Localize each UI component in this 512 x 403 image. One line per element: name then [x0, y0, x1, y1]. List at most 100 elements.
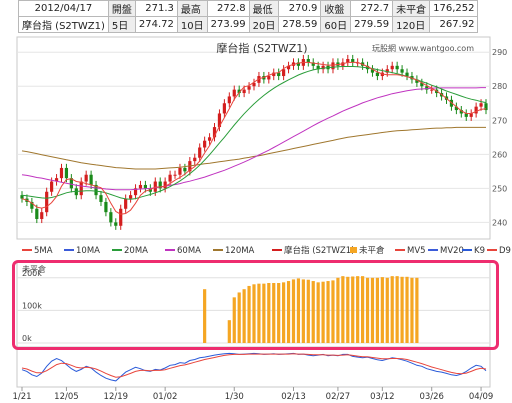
candle-body — [64, 167, 69, 179]
candle-body — [138, 184, 143, 189]
candle-body — [59, 167, 64, 179]
candle-body — [79, 181, 83, 196]
candle-body — [237, 89, 241, 94]
oi-bar — [301, 279, 305, 343]
oi-bar — [257, 283, 261, 343]
candle-body — [54, 178, 59, 182]
candle-body — [232, 89, 236, 97]
oi-bar — [341, 276, 345, 343]
oi-bar — [272, 283, 276, 343]
candle-body — [286, 65, 291, 70]
candle-body — [158, 181, 162, 189]
candle-body — [242, 89, 246, 94]
candle-body — [395, 65, 399, 70]
oi-bar — [410, 277, 414, 343]
price-tick-label: 280 — [492, 82, 507, 91]
oi-bar — [360, 276, 365, 343]
oi-bar — [242, 289, 246, 343]
date-axis: 1/21 12/05 12/19 01/02 1/30 02/13 02/27 03/12 03… — [12, 387, 493, 402]
ma10-value: 273.99 — [206, 16, 250, 33]
candle-body — [415, 79, 419, 83]
low-label: 最低 — [248, 0, 280, 17]
candle-body — [69, 178, 73, 189]
open-interest-value: 176,252 — [429, 0, 479, 17]
date-tick-label: 12/05 — [54, 392, 79, 402]
candle-body — [227, 96, 231, 104]
candle-body — [469, 113, 473, 117]
oi-bar — [385, 277, 389, 343]
date-tick-label: 04/09 — [469, 392, 494, 402]
candle-body — [217, 113, 222, 128]
oi-tick-label: 100k — [22, 301, 42, 310]
candle-body — [114, 222, 118, 226]
ma120-label: 120日 — [392, 16, 431, 33]
candle-body — [128, 195, 133, 199]
oi-bar — [336, 277, 340, 343]
candle-body — [222, 103, 226, 114]
date-tick-label: 03/12 — [370, 392, 395, 402]
legend-label: 60MA — [177, 246, 201, 256]
date-tick-label: 1/21 — [12, 392, 31, 402]
kd-panel-frame — [16, 348, 491, 388]
open-interest-panel: 未平倉 0k 100k 200k — [17, 264, 490, 344]
oi-bar — [282, 282, 286, 343]
candle-body — [198, 147, 202, 158]
oi-bar — [296, 278, 301, 343]
quote-row-2: 摩台指 (S2TWZ1) 5日 274.72 10日 273.99 20日 27… — [18, 16, 479, 33]
d9-line — [21, 353, 487, 378]
legend-swatch — [350, 247, 357, 253]
price-tick-label: 270 — [492, 116, 507, 125]
oi-bar — [415, 277, 419, 343]
price-tick-label: 240 — [492, 218, 507, 227]
oi-bar — [356, 276, 360, 343]
candle-body — [282, 69, 286, 77]
candle-body — [321, 65, 325, 70]
candle-body — [331, 62, 335, 70]
date-tick-label: 1/30 — [225, 392, 244, 402]
oi-bar — [227, 320, 231, 343]
candle-body — [45, 191, 49, 213]
oi-bar — [203, 289, 207, 343]
oi-bar — [331, 280, 335, 343]
candle-body — [178, 167, 182, 175]
candle-body — [203, 140, 207, 148]
oi-bar — [291, 279, 296, 343]
oi-bar — [247, 285, 251, 343]
candle-body — [133, 188, 138, 196]
candle-body — [207, 137, 212, 141]
candle-body — [351, 59, 355, 63]
chart-title: 摩台指 (S2TWZ1) — [216, 41, 307, 55]
legend-label: 未平倉 — [359, 245, 385, 256]
price-tick-label: 250 — [492, 184, 507, 193]
oi-bar — [326, 281, 330, 343]
oi-bar — [277, 283, 281, 343]
date-tick-label: 02/13 — [281, 392, 306, 402]
ma20-label: 20日 — [248, 16, 280, 33]
quote-row-1: 2012/04/17 開盤 271.3 最高 272.8 最低 270.9 收盤… — [18, 0, 479, 17]
candle-body — [306, 59, 310, 63]
candle-body — [479, 103, 483, 107]
legend-label: 20MA — [124, 246, 148, 256]
oi-bar — [267, 283, 271, 343]
chart-legend: 5MA 10MA 20MA 60MA 120MA 摩台指 (S2TWZ1) 未平倉 MV5 MV… — [22, 245, 511, 256]
candle-body — [346, 59, 350, 63]
ma5-line — [21, 61, 487, 215]
candle-body — [430, 89, 434, 91]
candle-body — [109, 212, 113, 223]
candle-body — [385, 69, 389, 73]
oi-bar — [400, 276, 404, 343]
ma60-value: 279.59 — [350, 16, 394, 33]
oi-tick-label: 200k — [22, 269, 42, 278]
candle-body — [173, 174, 177, 176]
oi-bar — [375, 277, 380, 343]
candle-body — [267, 76, 271, 80]
candle-body — [163, 181, 167, 189]
oi-bar — [237, 292, 241, 343]
candle-body — [143, 184, 148, 189]
oi-bar — [351, 276, 355, 343]
date-tick-label: 01/02 — [153, 392, 178, 402]
candle-body — [400, 69, 404, 73]
oi-bar — [370, 277, 375, 343]
price-panel-frame — [16, 36, 491, 240]
